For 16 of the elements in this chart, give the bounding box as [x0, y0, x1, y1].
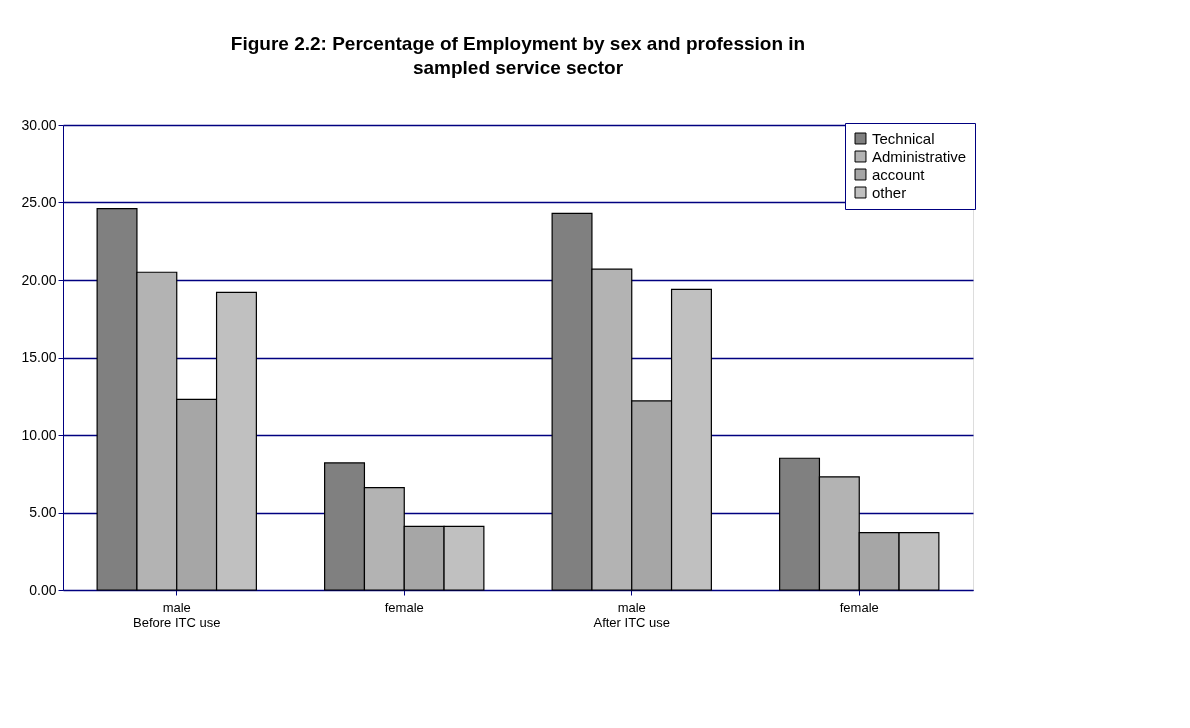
y-tick-label: 10.00: [21, 426, 57, 443]
y-tick-label: 30.00: [21, 116, 57, 133]
y-tick-label: 25.00: [21, 194, 57, 210]
y-tick-label: 0.00: [29, 581, 57, 598]
chart-title: Figure 2.2: Percentage of Employment by sex and profession in sampled service sector: [230, 33, 806, 78]
legend-label: other: [872, 183, 907, 201]
x-tick-label: male Before ITC use: [133, 599, 221, 630]
y-tick-label: 5.00: [29, 504, 57, 520]
legend-label: Administrative: [872, 147, 967, 165]
legend-label: account: [872, 165, 926, 183]
y-tick-label: 20.00: [21, 271, 57, 288]
legend-label: Technical: [872, 129, 935, 147]
x-tick-label: female: [384, 599, 424, 615]
x-tick-label: male After ITC use: [593, 599, 671, 630]
x-tick-label: female: [839, 599, 879, 615]
y-tick-label: 15.00: [21, 349, 57, 365]
